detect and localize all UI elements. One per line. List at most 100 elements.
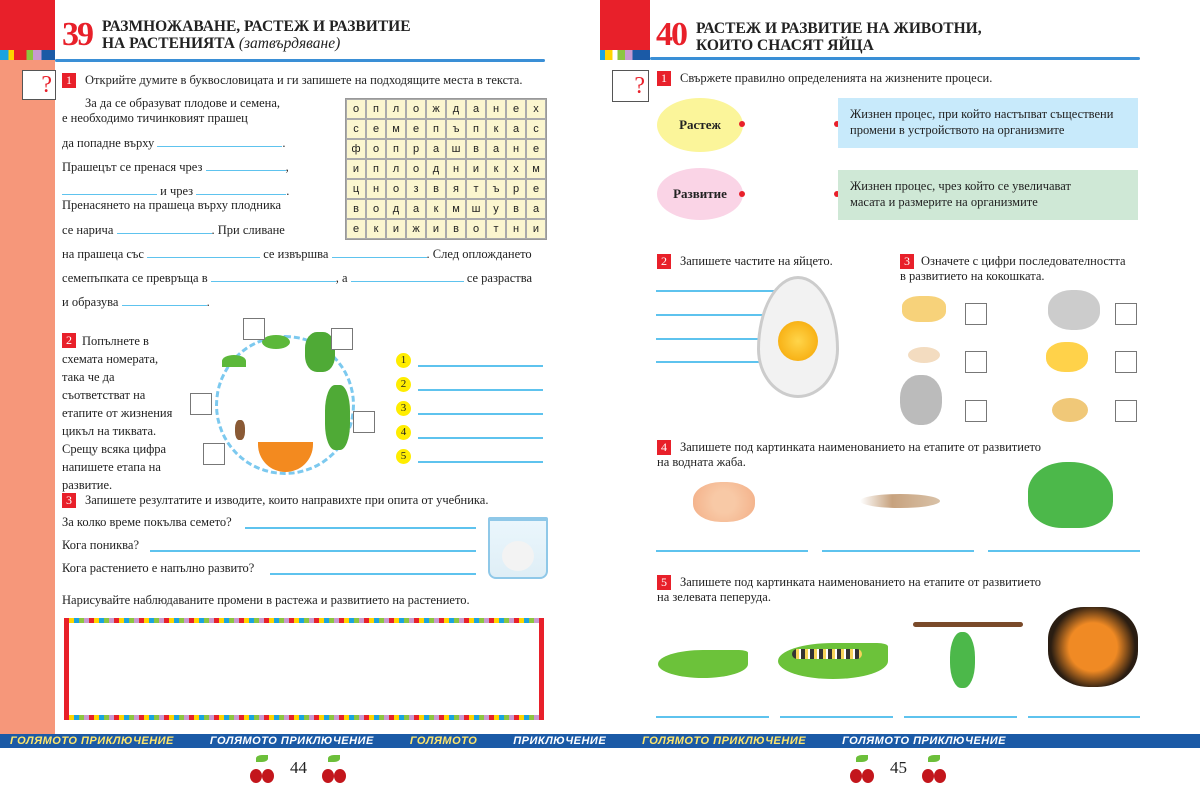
grid-cell[interactable]: к <box>486 119 506 139</box>
answer-line[interactable] <box>988 550 1140 552</box>
grid-cell[interactable]: о <box>366 199 386 219</box>
grid-cell[interactable]: в <box>426 179 446 199</box>
term-development[interactable]: Развитие <box>657 168 743 220</box>
grid-cell[interactable]: е <box>506 99 526 119</box>
answer-blank[interactable] <box>210 270 336 282</box>
definition-box[interactable]: Жизнен процес, чрез който се увеличават м… <box>838 170 1138 220</box>
connect-dot[interactable] <box>834 121 840 127</box>
grid-cell[interactable]: о <box>406 159 426 179</box>
grid-cell[interactable]: о <box>346 99 366 119</box>
grid-cell[interactable]: р <box>406 139 426 159</box>
grid-cell[interactable]: и <box>346 159 366 179</box>
sequence-box[interactable] <box>1115 351 1137 373</box>
sequence-box[interactable] <box>1115 303 1137 325</box>
answer-line[interactable] <box>822 550 974 552</box>
answer-blank[interactable] <box>147 246 261 258</box>
grid-cell[interactable]: е <box>526 179 546 199</box>
connect-dot[interactable] <box>834 191 840 197</box>
answer-blank[interactable] <box>205 159 286 171</box>
answer-line[interactable] <box>656 314 781 316</box>
grid-cell[interactable]: д <box>426 159 446 179</box>
grid-cell[interactable]: л <box>386 99 406 119</box>
definition-box[interactable]: Жизнен процес, при който настъпват същес… <box>838 98 1138 148</box>
grid-cell[interactable]: н <box>486 99 506 119</box>
answer-line[interactable] <box>418 461 543 463</box>
grid-cell[interactable]: п <box>386 139 406 159</box>
grid-cell[interactable]: в <box>466 139 486 159</box>
answer-blank[interactable] <box>350 270 464 282</box>
answer-line[interactable] <box>1028 716 1140 718</box>
grid-cell[interactable]: д <box>386 199 406 219</box>
stage-box[interactable] <box>353 411 375 433</box>
grid-cell[interactable]: ц <box>346 179 366 199</box>
grid-cell[interactable]: о <box>466 219 486 239</box>
grid-cell[interactable]: е <box>346 219 366 239</box>
answer-line[interactable] <box>656 716 769 718</box>
grid-cell[interactable]: ф <box>346 139 366 159</box>
grid-cell[interactable]: и <box>466 159 486 179</box>
grid-cell[interactable]: с <box>526 119 546 139</box>
answer-line[interactable] <box>656 338 781 340</box>
grid-cell[interactable]: л <box>386 159 406 179</box>
connect-dot[interactable] <box>739 121 745 127</box>
grid-cell[interactable]: м <box>446 199 466 219</box>
grid-cell[interactable]: е <box>526 139 546 159</box>
grid-cell[interactable]: м <box>386 119 406 139</box>
answer-line[interactable] <box>245 527 476 529</box>
term-growth[interactable]: Растеж <box>657 98 743 152</box>
answer-line[interactable] <box>418 437 543 439</box>
grid-cell[interactable]: а <box>466 99 486 119</box>
grid-cell[interactable]: н <box>506 219 526 239</box>
answer-line[interactable] <box>904 716 1017 718</box>
grid-cell[interactable]: т <box>486 219 506 239</box>
grid-cell[interactable]: ж <box>426 99 446 119</box>
connect-dot[interactable] <box>739 191 745 197</box>
answer-blank[interactable] <box>62 183 157 195</box>
grid-cell[interactable]: в <box>446 219 466 239</box>
grid-cell[interactable]: ш <box>446 139 466 159</box>
grid-cell[interactable]: о <box>406 99 426 119</box>
grid-cell[interactable]: к <box>426 199 446 219</box>
grid-cell[interactable]: е <box>366 119 386 139</box>
sequence-box[interactable] <box>1115 400 1137 422</box>
grid-cell[interactable]: ш <box>466 199 486 219</box>
answer-line[interactable] <box>780 716 893 718</box>
answer-blank[interactable] <box>331 246 427 258</box>
answer-line[interactable] <box>270 573 476 575</box>
grid-cell[interactable]: н <box>446 159 466 179</box>
grid-cell[interactable]: д <box>446 99 466 119</box>
answer-line[interactable] <box>656 550 808 552</box>
grid-cell[interactable]: т <box>466 179 486 199</box>
grid-cell[interactable]: к <box>366 219 386 239</box>
grid-cell[interactable]: н <box>506 139 526 159</box>
sequence-box[interactable] <box>965 400 987 422</box>
grid-cell[interactable]: ж <box>406 219 426 239</box>
grid-cell[interactable]: ъ <box>446 119 466 139</box>
answer-blank[interactable] <box>157 135 283 147</box>
grid-cell[interactable]: н <box>366 179 386 199</box>
grid-cell[interactable]: х <box>506 159 526 179</box>
grid-cell[interactable]: о <box>386 179 406 199</box>
grid-cell[interactable]: у <box>486 199 506 219</box>
grid-cell[interactable]: и <box>426 219 446 239</box>
grid-cell[interactable]: с <box>346 119 366 139</box>
answer-line[interactable] <box>418 365 543 367</box>
grid-cell[interactable]: ъ <box>486 179 506 199</box>
stage-box[interactable] <box>331 328 353 350</box>
grid-cell[interactable]: е <box>406 119 426 139</box>
stage-box[interactable] <box>243 318 265 340</box>
answer-blank[interactable] <box>121 294 207 306</box>
grid-cell[interactable]: и <box>386 219 406 239</box>
drawing-area[interactable] <box>64 618 544 720</box>
grid-cell[interactable]: з <box>406 179 426 199</box>
grid-cell[interactable]: в <box>346 199 366 219</box>
grid-cell[interactable]: а <box>406 199 426 219</box>
answer-blank[interactable] <box>116 222 212 234</box>
answer-blank[interactable] <box>196 183 287 195</box>
grid-cell[interactable]: м <box>526 159 546 179</box>
answer-line[interactable] <box>418 413 543 415</box>
grid-cell[interactable]: а <box>486 139 506 159</box>
answer-line[interactable] <box>418 389 543 391</box>
stage-box[interactable] <box>190 393 212 415</box>
